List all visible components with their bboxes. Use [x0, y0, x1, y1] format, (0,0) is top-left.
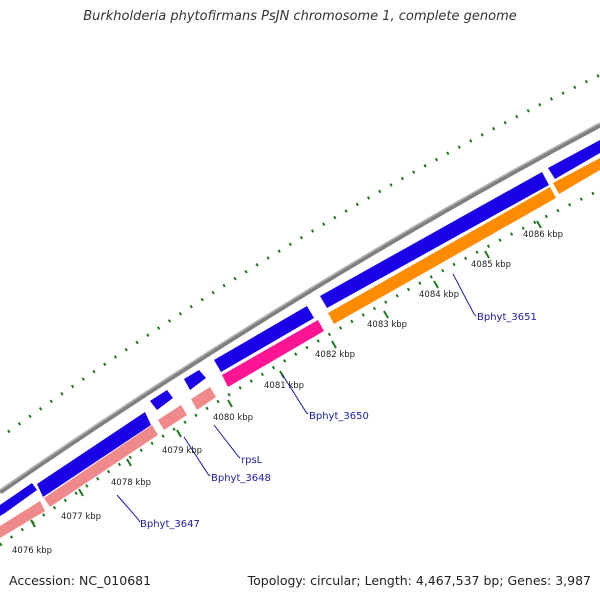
forward-gene[interactable] [214, 306, 314, 372]
forward-gene[interactable] [150, 390, 173, 410]
major-tick [484, 250, 490, 259]
leader-line [281, 373, 309, 415]
major-tick [536, 220, 542, 229]
reverse-gene[interactable] [0, 501, 45, 538]
leader-line [213, 424, 241, 459]
leader-line [116, 494, 141, 523]
major-tick [126, 458, 132, 467]
tick-label: 4084 kbp [419, 290, 459, 300]
tick-label: 4078 kbp [111, 478, 151, 488]
map-title: Burkholderia phytofirmans PsJN chromosom… [83, 9, 517, 24]
gene-label-rpsl[interactable]: rpsL [241, 455, 263, 466]
outer-guide-arc [7, 73, 600, 434]
major-tick [176, 429, 182, 438]
tick-label: 4085 kbp [471, 260, 511, 270]
reverse-gene[interactable] [44, 425, 158, 507]
inner-guide-arc [0, 188, 600, 547]
reverse-gene[interactable] [328, 187, 556, 324]
tick-label: 4086 kbp [523, 230, 563, 240]
gene-label-bphyt-3648[interactable]: Bphyt_3648 [211, 473, 271, 484]
tick-label: 4079 kbp [162, 446, 202, 456]
major-tick [30, 519, 36, 528]
forward-gene[interactable] [37, 412, 151, 497]
gene-label-leaders [116, 273, 477, 523]
tick-label: 4081 kbp [264, 381, 304, 391]
tick-label: 4083 kbp [367, 320, 407, 330]
gene-labels: Bphyt_3647 Bphyt_3648 rpsL Bphyt_3650 Bp… [140, 312, 537, 530]
tick-label: 4076 kbp [12, 546, 52, 556]
reverse-gene[interactable] [158, 405, 187, 430]
tick-labels: 4076 kbp 4077 kbp 4078 kbp 4079 kbp 4080… [12, 230, 563, 556]
forward-gene[interactable] [320, 172, 549, 308]
forward-gene[interactable] [0, 483, 37, 516]
gene-label-bphyt-3650[interactable]: Bphyt_3650 [309, 411, 369, 422]
reverse-gene[interactable] [222, 320, 324, 387]
gene-label-bphyt-3651[interactable]: Bphyt_3651 [477, 312, 537, 323]
reverse-gene-track [0, 158, 600, 538]
forward-gene-track [0, 140, 600, 516]
major-tick [227, 399, 233, 408]
major-ticks [30, 220, 542, 528]
gene-label-bphyt-3647[interactable]: Bphyt_3647 [140, 519, 200, 530]
leader-line [452, 273, 477, 317]
forward-gene[interactable] [184, 370, 206, 390]
backbone-arc [0, 122, 600, 495]
forward-gene[interactable] [548, 140, 600, 179]
backbone-arc-highlight [0, 122, 600, 491]
major-tick [383, 310, 389, 319]
tick-label: 4082 kbp [315, 350, 355, 360]
reverse-gene[interactable] [553, 158, 600, 194]
major-tick [331, 340, 337, 349]
major-tick [78, 488, 84, 497]
genome-summary-text: Topology: circular; Length: 4,467,537 bp… [247, 573, 591, 588]
reverse-gene[interactable] [191, 387, 216, 410]
tick-label: 4080 kbp [213, 413, 253, 423]
major-tick [433, 280, 439, 289]
accession-text: Accession: NC_010681 [9, 573, 152, 588]
tick-label: 4077 kbp [61, 512, 101, 522]
leader-line [183, 436, 211, 477]
